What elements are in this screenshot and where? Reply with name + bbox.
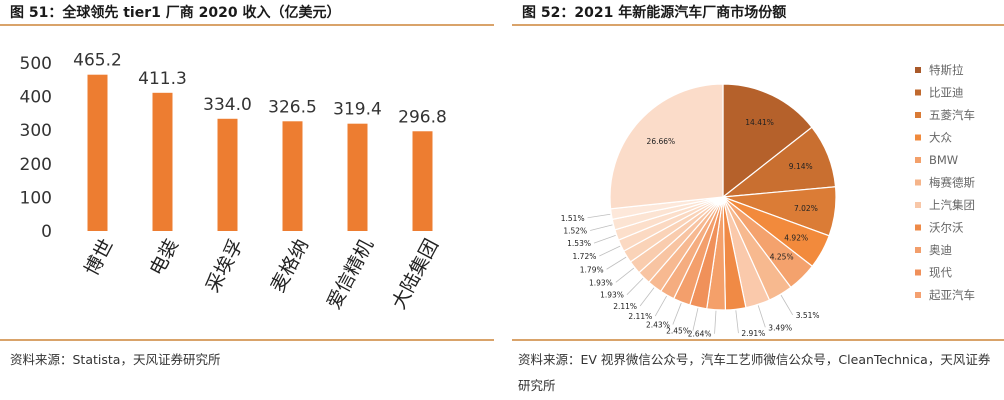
legend-swatch xyxy=(915,134,921,141)
bar xyxy=(347,123,368,231)
bar-value-label: 296.8 xyxy=(398,107,447,127)
pie-leader-line xyxy=(626,277,644,295)
pie-data-label: 2.43% xyxy=(646,320,670,329)
legend-label: 特斯拉 xyxy=(929,63,964,77)
category-label: 电装 xyxy=(146,235,183,279)
pie-leader-line xyxy=(654,295,667,317)
pie-data-label: 1.52% xyxy=(563,227,587,236)
pie-data-label: 1.93% xyxy=(600,291,624,300)
y-tick-label: 400 xyxy=(20,88,52,108)
pie-data-label: 7.02% xyxy=(794,204,818,213)
bar-chart: 0 100 200 300 400 500 465.2 博世 411.3 电装 334.0 采埃孚 32… xyxy=(20,51,447,313)
bar xyxy=(87,74,108,231)
pie-data-label: 1.72% xyxy=(573,252,597,261)
right-top-rule xyxy=(512,24,1004,26)
legend-label: 现代 xyxy=(929,266,952,280)
pie-data-label: 2.45% xyxy=(666,327,690,336)
pie-data-label: 3.51% xyxy=(796,311,820,320)
legend-swatch xyxy=(915,269,921,276)
category-label: 博世 xyxy=(81,235,118,279)
pie-leader-line xyxy=(714,310,717,334)
right-bottom-rule xyxy=(512,339,1004,341)
category-label: 爱信精机 xyxy=(323,235,378,312)
pie-leader-line xyxy=(587,213,611,219)
pie-leader-line xyxy=(692,308,699,331)
pie-leader-line xyxy=(672,302,682,325)
legend-swatch xyxy=(915,224,921,231)
legend-swatch xyxy=(915,247,921,253)
category-label: 大陆集团 xyxy=(388,235,443,312)
y-tick-label: 300 xyxy=(20,121,52,141)
bar xyxy=(217,118,238,231)
pie-data-label: 2.11% xyxy=(628,312,652,321)
legend-swatch xyxy=(915,157,921,163)
legend-label: 比亚迪 xyxy=(929,86,964,100)
legend-label: 沃尔沃 xyxy=(929,221,964,235)
pie-data-label: 2.64% xyxy=(688,330,712,338)
bar-value-label: 334.0 xyxy=(203,95,252,115)
left-figure-title: 图 51：全球领先 tier1 厂商 2020 收入（亿美元） xyxy=(10,5,341,21)
bar xyxy=(412,131,433,231)
right-source-note: 资料来源：EV 视界微信公众号，汽车工艺师微信公众号，CleanTechnica… xyxy=(518,352,991,393)
bar-value-label: 319.4 xyxy=(333,100,382,120)
bar-value-label: 411.3 xyxy=(138,69,187,89)
legend-swatch xyxy=(915,202,921,208)
pie-leader-line xyxy=(639,287,655,307)
legend-label: BMW xyxy=(929,153,958,167)
legend-label: 梅赛德斯 xyxy=(929,176,975,190)
y-tick-label: 200 xyxy=(20,155,52,175)
pie-leader-line xyxy=(735,310,739,334)
pie-leader-line xyxy=(606,256,627,270)
pie-chart: 14.41% 9.14% 7.02% 4.92% 4.25% 3.51% 3.49%2.91… xyxy=(561,63,976,338)
pie-leader-line xyxy=(780,294,794,316)
left-figure-panel: 图 51：全球领先 tier1 厂商 2020 收入（亿美元） 0 100 200 3… xyxy=(0,0,494,400)
legend-label: 五菱汽车 xyxy=(929,108,975,122)
pie-leader-line xyxy=(590,224,613,231)
pie-leader-line xyxy=(593,234,616,244)
left-top-rule xyxy=(0,24,494,26)
left-bottom-rule xyxy=(0,339,494,341)
bar-value-label: 465.2 xyxy=(73,51,122,71)
right-figure-panel: 图 52：2021 年新能源汽车厂商市场份额 14.41% 9.14% 7.02% 4… xyxy=(512,0,1004,400)
pie-leader-line xyxy=(757,305,766,328)
pie-data-label: 1.53% xyxy=(567,239,591,248)
pie-slice xyxy=(609,83,724,210)
pie-data-label: 1.93% xyxy=(589,278,613,287)
pie-data-label: 4.25% xyxy=(770,253,794,262)
legend-label: 上汽集团 xyxy=(929,198,975,212)
pie-data-label: 3.49% xyxy=(768,323,792,332)
pie-data-label: 9.14% xyxy=(789,162,813,171)
y-tick-label: 0 xyxy=(41,222,52,242)
right-figure-title: 图 52：2021 年新能源汽车厂商市场份额 xyxy=(522,5,787,21)
y-tick-label: 500 xyxy=(20,54,52,74)
category-label: 采埃孚 xyxy=(202,235,248,296)
y-tick-label: 100 xyxy=(20,188,52,208)
pie-leader-line xyxy=(599,245,621,257)
legend-label: 大众 xyxy=(929,131,952,145)
pie-data-label: 1.51% xyxy=(561,214,585,223)
bar-value-label: 326.5 xyxy=(268,97,317,117)
pie-data-label: 1.79% xyxy=(580,265,604,274)
pie-data-label: 4.92% xyxy=(784,233,808,242)
pie-leader-line xyxy=(615,267,635,283)
legend-swatch xyxy=(915,89,921,96)
pie-slice xyxy=(722,83,813,199)
pie-data-label: 14.41% xyxy=(745,118,774,127)
bar xyxy=(282,121,303,231)
category-label: 麦格纳 xyxy=(267,235,313,296)
left-source-note: 资料来源：Statista，天风证券研究所 xyxy=(10,352,221,367)
legend-label: 奥迪 xyxy=(929,243,952,257)
pie-data-label: 2.11% xyxy=(613,302,637,311)
legend-swatch xyxy=(915,112,921,118)
legend-label: 起亚汽车 xyxy=(929,288,975,302)
legend-swatch xyxy=(915,179,921,186)
legend-swatch xyxy=(915,67,921,73)
legend-swatch xyxy=(915,292,921,298)
pie-data-label: 26.66% xyxy=(647,137,676,146)
pie-data-label: 2.91% xyxy=(741,329,765,338)
bar xyxy=(152,92,173,232)
